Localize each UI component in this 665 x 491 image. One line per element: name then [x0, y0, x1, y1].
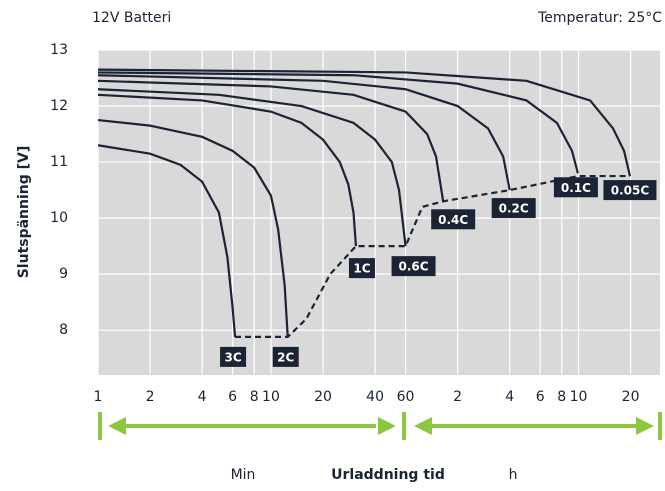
- curve-label: 0.05C: [611, 184, 650, 198]
- discharge-curve: [97, 79, 445, 202]
- curve-label-box: [391, 256, 436, 277]
- curve-label: 1C: [353, 262, 370, 276]
- curve-label-box: [603, 180, 657, 201]
- chart-subtitle: Temperatur: 25°C: [537, 10, 662, 26]
- curve-label-box: [272, 346, 299, 367]
- discharge-curve: [97, 74, 511, 191]
- curve-label: 3C: [224, 350, 241, 364]
- x-axis-label: Urladdning tid: [331, 467, 445, 483]
- y-tick-label: 13: [50, 42, 68, 58]
- x-tick-label: 4: [505, 389, 514, 405]
- end-voltage-line: [235, 174, 630, 338]
- y-tick-label: 9: [59, 266, 68, 282]
- x-tick-label: 8: [250, 389, 259, 405]
- x-tick-label: 10: [570, 389, 588, 405]
- curve-label: 0.1C: [561, 181, 591, 195]
- x-tick-label: 20: [622, 389, 640, 405]
- x-tick-label: 1: [94, 389, 103, 405]
- discharge-curve: [97, 71, 579, 174]
- curve-label: 0.4C: [438, 213, 468, 227]
- discharge-curve: [97, 144, 237, 337]
- x-tick-label: 40: [366, 389, 384, 405]
- curve-label-box: [431, 209, 476, 230]
- discharge-curve: [97, 88, 407, 247]
- y-tick-label: 11: [50, 154, 68, 170]
- y-axis-label: Slutspänning [V]: [16, 146, 32, 279]
- x-tick-label: 6: [228, 389, 237, 405]
- y-tick-label: 12: [50, 98, 68, 114]
- y-tick-label: 8: [59, 322, 68, 338]
- x-tick-label: 2: [453, 389, 462, 405]
- y-tick-label: 10: [50, 210, 68, 226]
- chart-title: 12V Batteri: [92, 10, 171, 26]
- x-tick-label: 60: [397, 389, 415, 405]
- discharge-curve: [97, 68, 632, 177]
- x-tick-label: 20: [314, 389, 332, 405]
- x-unit-left: Min: [231, 467, 256, 483]
- curve-label-box: [348, 258, 375, 279]
- curve-label: 0.6C: [399, 260, 429, 274]
- discharge-curve: [97, 118, 289, 337]
- x-tick-label: 4: [198, 389, 207, 405]
- time-arrows: [98, 412, 662, 440]
- x-tick-label: 10: [262, 389, 280, 405]
- x-tick-label: 6: [536, 389, 545, 405]
- curve-label-box: [491, 198, 536, 219]
- curve-label-box: [553, 177, 598, 198]
- curve-label: 0.2C: [499, 202, 529, 216]
- curve-label: 2C: [277, 350, 294, 364]
- x-tick-label: 2: [146, 389, 155, 405]
- x-unit-right: h: [509, 467, 518, 483]
- curve-label-box: [220, 346, 247, 367]
- discharge-curve: [97, 93, 358, 247]
- x-tick-label: 8: [557, 389, 566, 405]
